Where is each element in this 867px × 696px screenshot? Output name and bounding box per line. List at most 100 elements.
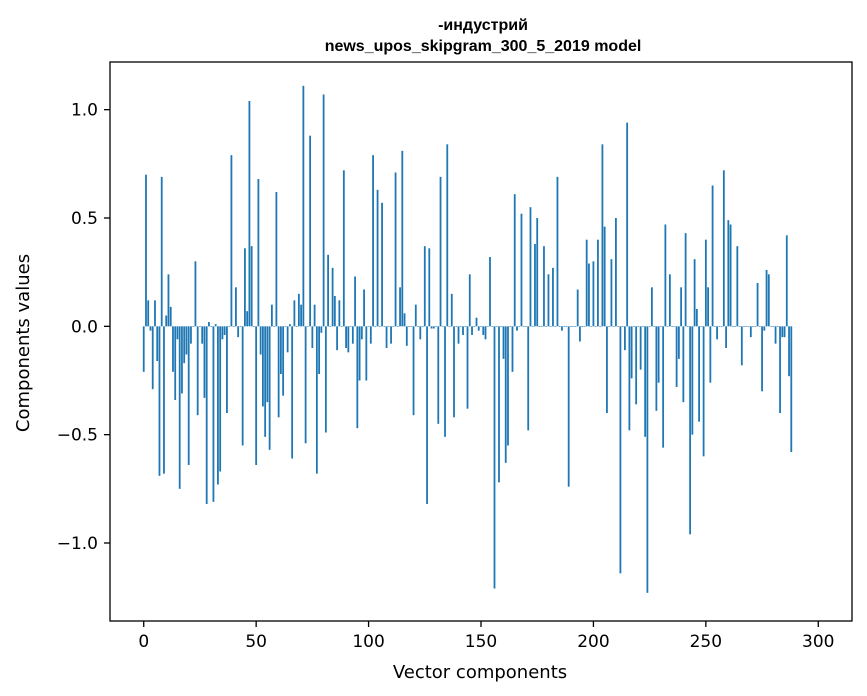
bar bbox=[459, 326, 462, 327]
bar bbox=[277, 326, 280, 418]
bar bbox=[585, 239, 588, 327]
bar bbox=[450, 293, 453, 327]
bar bbox=[471, 326, 473, 335]
x-tick-label: 250 bbox=[690, 632, 722, 652]
bar bbox=[358, 326, 361, 381]
bar bbox=[774, 326, 777, 344]
bar bbox=[570, 326, 572, 327]
bar bbox=[273, 326, 276, 327]
bar bbox=[163, 326, 165, 474]
bar bbox=[151, 326, 154, 390]
bar bbox=[675, 326, 678, 387]
bar bbox=[347, 326, 350, 353]
bar bbox=[176, 326, 179, 340]
bar bbox=[354, 276, 356, 327]
bar bbox=[221, 326, 224, 340]
bar bbox=[731, 326, 734, 327]
bar bbox=[432, 326, 435, 329]
bar bbox=[329, 326, 332, 327]
bar bbox=[606, 326, 608, 413]
bar bbox=[601, 144, 604, 327]
x-tick-label: 100 bbox=[352, 632, 384, 652]
bar bbox=[223, 326, 226, 335]
bar bbox=[320, 326, 323, 333]
bar bbox=[626, 122, 629, 327]
bar bbox=[504, 326, 507, 463]
bar bbox=[615, 218, 617, 327]
bar bbox=[356, 326, 359, 429]
bar bbox=[527, 326, 530, 431]
bar bbox=[612, 326, 615, 327]
bar bbox=[680, 287, 683, 327]
bar bbox=[657, 326, 660, 383]
bar bbox=[266, 326, 269, 403]
bar bbox=[387, 326, 390, 327]
bar bbox=[372, 155, 374, 327]
bar bbox=[475, 317, 478, 327]
bar bbox=[686, 326, 689, 327]
y-tick-label: −1.0 bbox=[57, 534, 98, 554]
bar bbox=[190, 326, 192, 344]
bar bbox=[205, 326, 208, 504]
bar bbox=[253, 326, 255, 327]
bar bbox=[525, 326, 527, 327]
x-tick-label: 200 bbox=[577, 632, 609, 652]
bar bbox=[167, 274, 170, 327]
bar bbox=[718, 326, 721, 327]
bar bbox=[738, 326, 741, 327]
bar bbox=[574, 326, 577, 327]
bar bbox=[390, 326, 392, 344]
bar bbox=[145, 174, 147, 327]
bar-series bbox=[142, 85, 793, 593]
bar bbox=[423, 246, 426, 327]
bar bbox=[740, 326, 743, 366]
bar bbox=[214, 324, 217, 327]
bar bbox=[403, 313, 406, 327]
bar bbox=[217, 326, 219, 485]
bar bbox=[230, 155, 233, 327]
bar bbox=[752, 326, 754, 327]
bar bbox=[142, 326, 145, 372]
bar bbox=[565, 326, 568, 327]
bar bbox=[297, 293, 300, 327]
bar bbox=[776, 326, 779, 327]
bar bbox=[172, 326, 174, 372]
bar bbox=[619, 326, 622, 574]
bar bbox=[196, 326, 199, 416]
bar bbox=[385, 326, 388, 348]
bar bbox=[421, 326, 424, 327]
bar bbox=[187, 326, 190, 465]
x-tick-label: 50 bbox=[245, 632, 267, 652]
x-tick-label: 150 bbox=[465, 632, 497, 652]
bar bbox=[698, 326, 700, 422]
bar bbox=[154, 300, 156, 327]
bar bbox=[147, 300, 150, 327]
bar bbox=[212, 326, 215, 502]
bar bbox=[599, 326, 602, 327]
y-tick-label: 0.0 bbox=[71, 317, 98, 337]
bar bbox=[279, 326, 282, 374]
bar bbox=[790, 326, 793, 452]
bar bbox=[628, 326, 631, 431]
bar bbox=[522, 326, 525, 327]
bar bbox=[549, 326, 552, 327]
bar bbox=[394, 172, 397, 327]
bar bbox=[516, 326, 518, 331]
bar bbox=[502, 326, 505, 359]
x-axis-label: Vector components bbox=[393, 662, 567, 683]
bar bbox=[199, 326, 201, 327]
bar bbox=[246, 311, 249, 327]
bar bbox=[729, 224, 732, 327]
bar bbox=[783, 326, 786, 338]
bar bbox=[722, 170, 725, 327]
bar bbox=[498, 326, 500, 483]
bar bbox=[540, 326, 543, 327]
y-tick-label: −0.5 bbox=[57, 426, 98, 446]
bar bbox=[500, 326, 503, 327]
bar bbox=[149, 326, 152, 331]
bar bbox=[228, 326, 231, 327]
bar bbox=[185, 326, 188, 355]
bar bbox=[754, 326, 757, 327]
bar bbox=[579, 326, 581, 342]
